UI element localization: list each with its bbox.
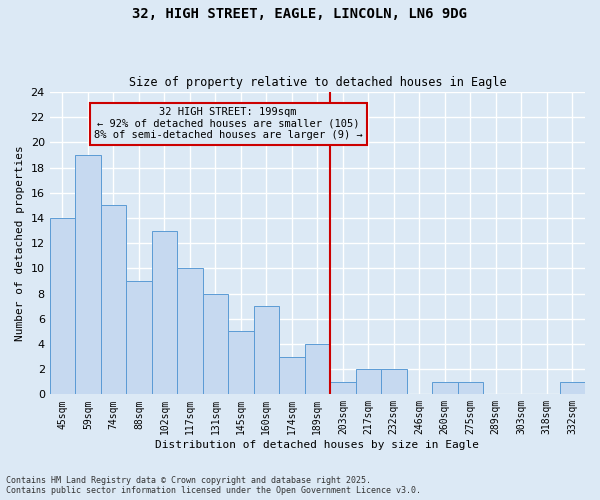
Y-axis label: Number of detached properties: Number of detached properties [15,146,25,341]
Bar [50,218,75,394]
Bar [432,382,458,394]
Text: 32, HIGH STREET, EAGLE, LINCOLN, LN6 9DG: 32, HIGH STREET, EAGLE, LINCOLN, LN6 9DG [133,8,467,22]
Text: Contains HM Land Registry data © Crown copyright and database right 2025.
Contai: Contains HM Land Registry data © Crown c… [6,476,421,495]
Bar [381,369,407,394]
Bar [356,369,381,394]
Title: Size of property relative to detached houses in Eagle: Size of property relative to detached ho… [128,76,506,90]
Bar [279,356,305,395]
Bar [126,281,152,394]
Bar [101,206,126,394]
Bar [458,382,483,394]
Bar [228,332,254,394]
Bar [560,382,585,394]
Bar [203,294,228,394]
Bar [177,268,203,394]
Bar [152,230,177,394]
Bar [75,155,101,394]
X-axis label: Distribution of detached houses by size in Eagle: Distribution of detached houses by size … [155,440,479,450]
Text: 32 HIGH STREET: 199sqm
← 92% of detached houses are smaller (105)
8% of semi-det: 32 HIGH STREET: 199sqm ← 92% of detached… [94,107,362,140]
Bar [305,344,330,395]
Bar [330,382,356,394]
Bar [254,306,279,394]
